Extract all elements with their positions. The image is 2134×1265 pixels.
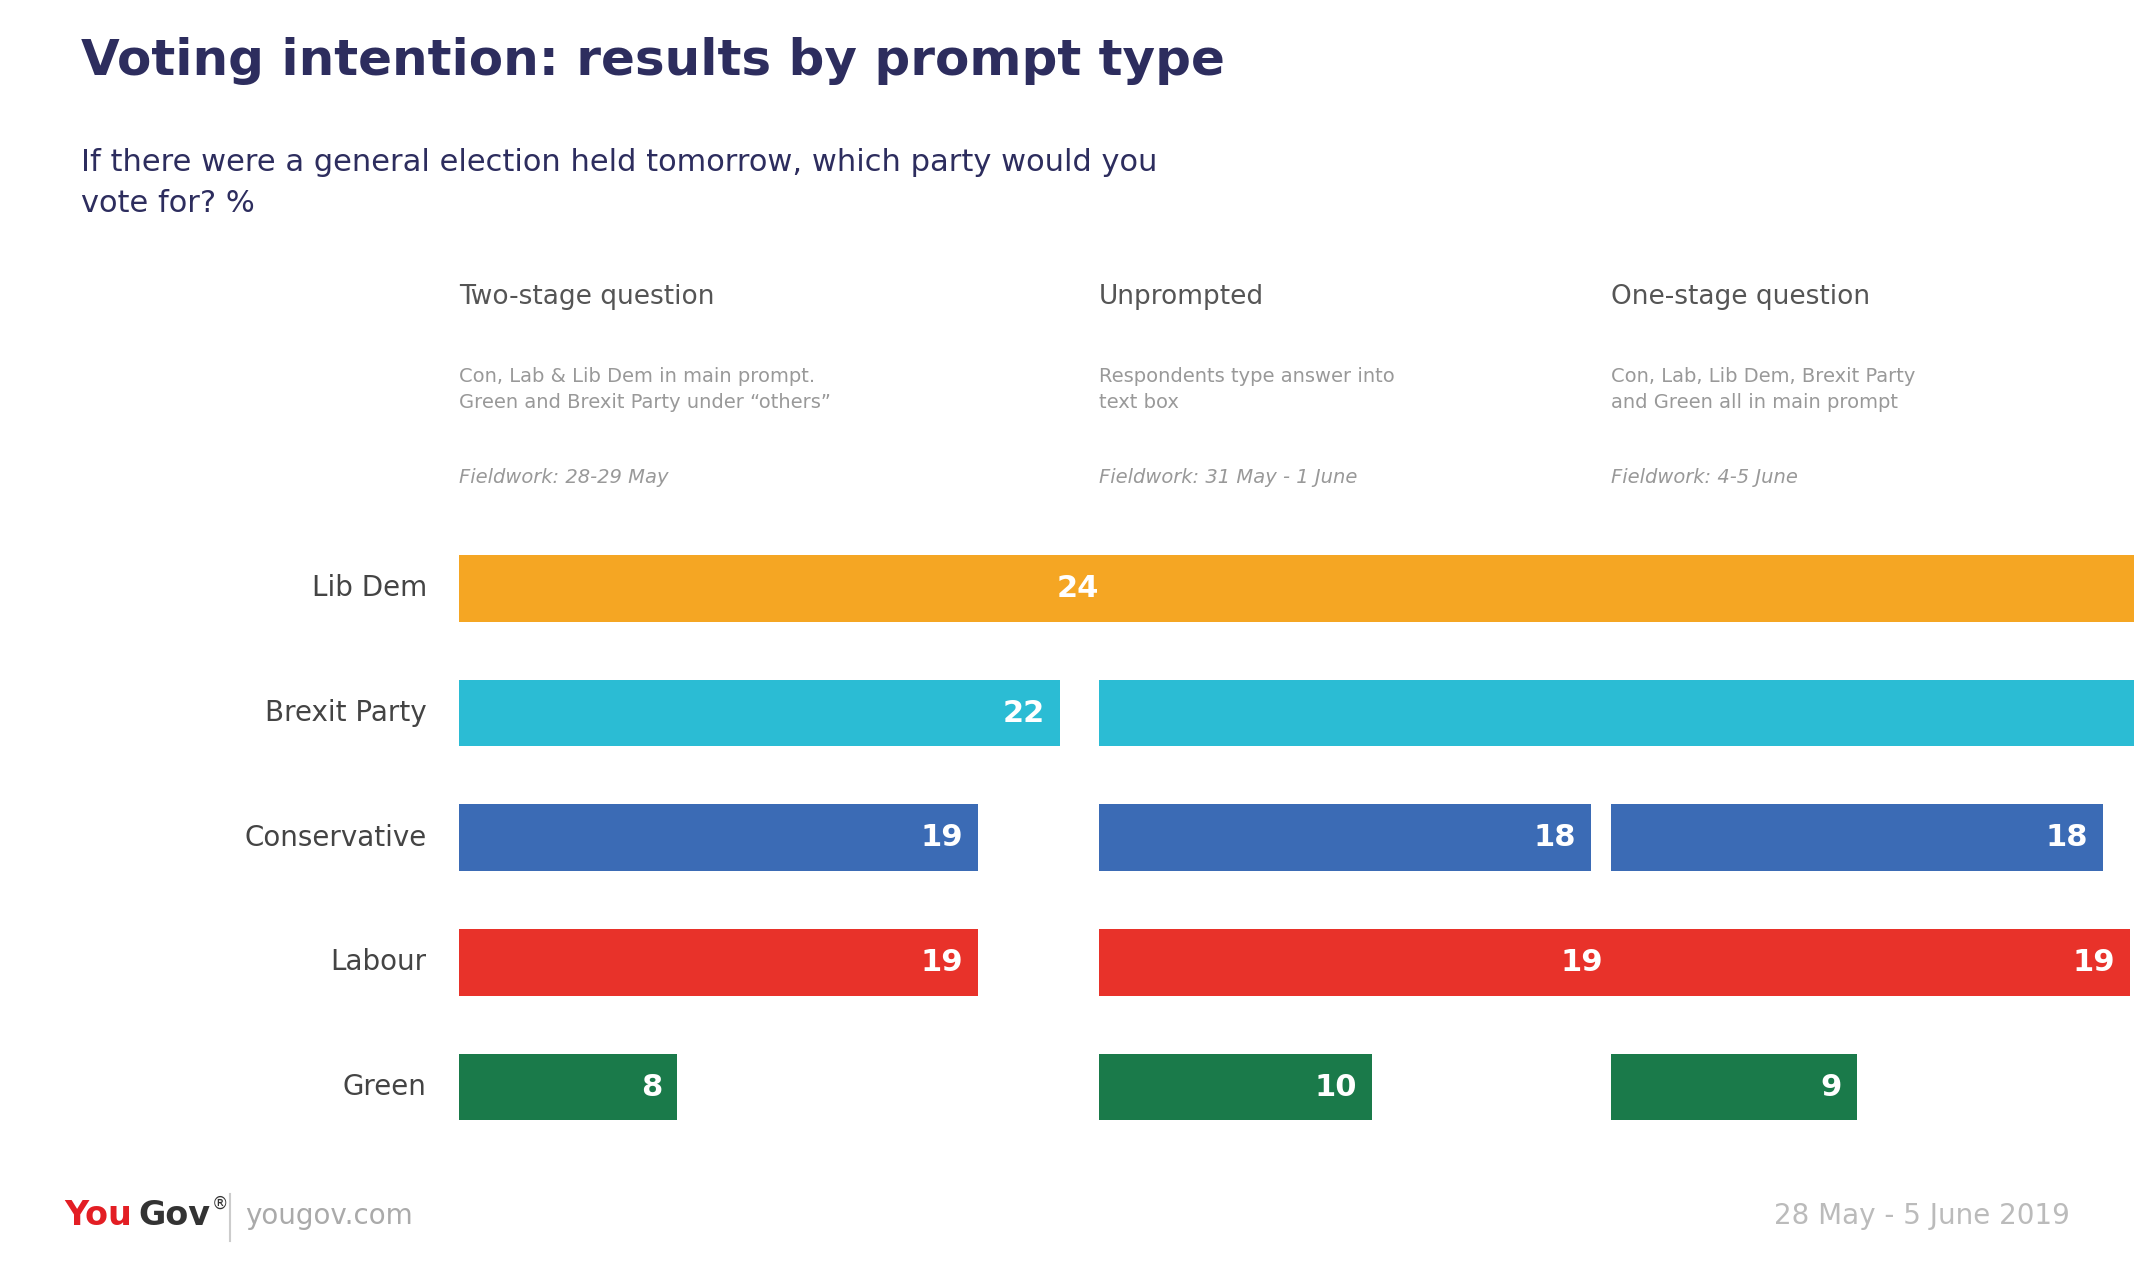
Bar — [1611, 929, 2130, 996]
Text: Fieldwork: 4-5 June: Fieldwork: 4-5 June — [1611, 468, 1799, 487]
Text: Green: Green — [344, 1073, 427, 1101]
Text: ®: ® — [211, 1194, 228, 1212]
Text: Unprompted: Unprompted — [1099, 283, 1263, 310]
Bar — [459, 929, 977, 996]
Text: 19: 19 — [920, 947, 962, 977]
Text: 24: 24 — [1056, 574, 1099, 603]
Text: Fieldwork: 28-29 May: Fieldwork: 28-29 May — [459, 468, 668, 487]
Text: You: You — [64, 1199, 132, 1232]
Text: Con, Lab, Lib Dem, Brexit Party
and Green all in main prompt: Con, Lab, Lib Dem, Brexit Party and Gree… — [1611, 367, 1916, 412]
Text: Labour: Labour — [331, 949, 427, 977]
Text: Con, Lab & Lib Dem in main prompt.
Green and Brexit Party under “others”: Con, Lab & Lib Dem in main prompt. Green… — [459, 367, 830, 412]
Bar — [1099, 929, 1618, 996]
Text: 23: 23 — [1671, 698, 1711, 727]
Text: Lib Dem: Lib Dem — [312, 574, 427, 602]
Bar — [459, 555, 1114, 621]
Bar — [1611, 1054, 1857, 1121]
Bar — [1611, 679, 2134, 746]
Text: 28 May - 5 June 2019: 28 May - 5 June 2019 — [1773, 1202, 2070, 1230]
Text: 22: 22 — [1003, 698, 1046, 727]
Text: 10: 10 — [1315, 1073, 1357, 1102]
Text: Voting intention: results by prompt type: Voting intention: results by prompt type — [81, 37, 1225, 85]
Text: yougov.com: yougov.com — [245, 1202, 414, 1230]
Text: 19: 19 — [2072, 947, 2115, 977]
Bar — [1611, 805, 2102, 870]
Bar — [1099, 555, 1726, 621]
Bar — [1099, 1054, 1372, 1121]
Text: Brexit Party: Brexit Party — [265, 700, 427, 727]
Text: 19: 19 — [1560, 947, 1603, 977]
Bar — [1099, 679, 1726, 746]
Text: Two-stage question: Two-stage question — [459, 283, 715, 310]
Bar — [1099, 805, 1590, 870]
Text: 18: 18 — [2044, 824, 2087, 853]
Text: 9: 9 — [1820, 1073, 1842, 1102]
Text: 18: 18 — [1532, 824, 1575, 853]
Bar — [1611, 555, 2134, 621]
Text: One-stage question: One-stage question — [1611, 283, 1869, 310]
Text: If there were a general election held tomorrow, which party would you
vote for? : If there were a general election held to… — [81, 148, 1157, 218]
Text: Gov: Gov — [139, 1199, 211, 1232]
Text: Conservative: Conservative — [245, 824, 427, 851]
Text: 23: 23 — [1671, 574, 1711, 603]
Text: 8: 8 — [640, 1073, 662, 1102]
Text: Fieldwork: 31 May - 1 June: Fieldwork: 31 May - 1 June — [1099, 468, 1357, 487]
Text: 19: 19 — [920, 824, 962, 853]
Bar — [459, 679, 1061, 746]
Text: Respondents type answer into
text box: Respondents type answer into text box — [1099, 367, 1396, 412]
Bar — [459, 805, 977, 870]
Bar — [459, 1054, 676, 1121]
